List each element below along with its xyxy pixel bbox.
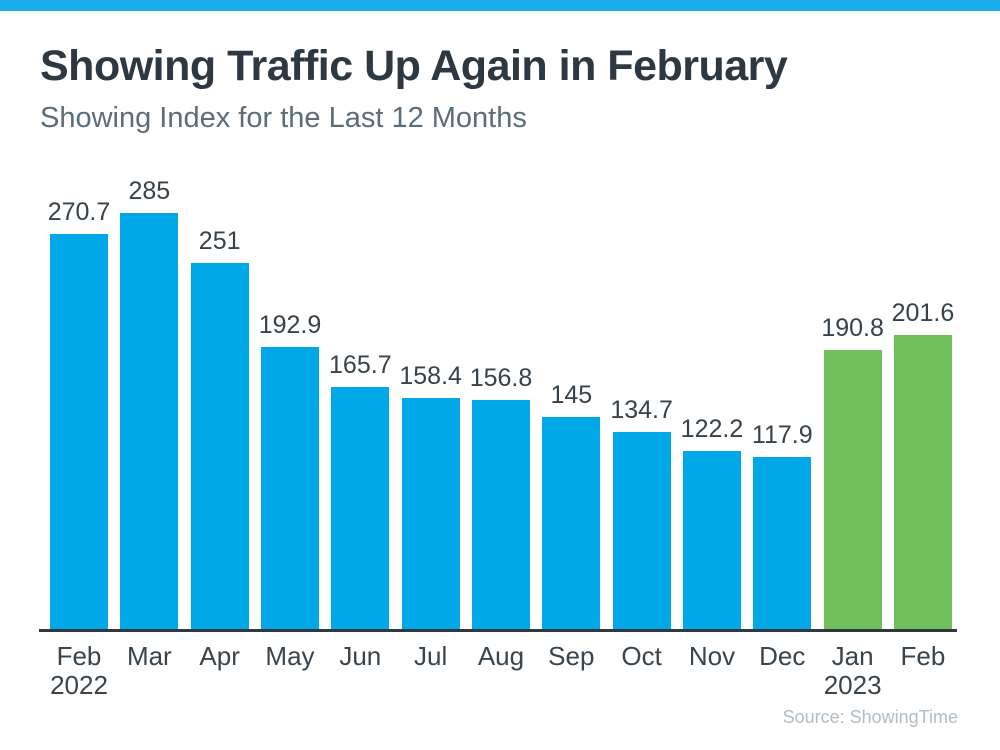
bar [120, 213, 179, 629]
x-tick-label: Sep [548, 641, 595, 671]
bar-value-label: 117.9 [751, 421, 813, 449]
bar [823, 350, 882, 629]
x-axis-labels: Feb 2022 Mar Apr May Jun Jul Aug Sep Oct Nov Dec Ja… [50, 642, 952, 700]
bar-column: 134.7 [610, 396, 673, 629]
bar-column: 190.8 [821, 314, 884, 629]
bar [682, 451, 741, 629]
bar-value-label: 158.4 [399, 362, 462, 390]
x-tick-label: Jan 2023 [823, 641, 882, 700]
accent-stripe [0, 0, 1000, 11]
bar-value-label: 165.7 [329, 351, 392, 379]
x-tick-label: Dec [759, 641, 806, 671]
bar [331, 387, 390, 629]
x-tick-label: Feb 2022 [50, 641, 108, 700]
bar-column: 145 [542, 381, 601, 629]
bar-value-label: 190.8 [821, 314, 884, 342]
bar-value-label: 285 [128, 177, 171, 205]
x-tick-label: Nov [688, 641, 736, 671]
bars-area: 270.7 285 251 192.9 165.7 158.4 156.8 145 134.7 1… [47, 160, 955, 629]
bar [542, 417, 601, 629]
bar-column: 122.2 [680, 415, 744, 629]
bar-column: 201.6 [891, 299, 955, 629]
x-tick-label: Jul [414, 641, 448, 671]
bar-column: 117.9 [751, 421, 813, 629]
x-axis-line [39, 629, 957, 632]
bar-column: 165.7 [329, 351, 392, 629]
bar-value-label: 251 [198, 227, 241, 255]
bar-column: 192.9 [258, 311, 322, 629]
bar-column: 270.7 [47, 198, 111, 629]
bar [190, 263, 249, 629]
x-tick-label: Mar [126, 641, 172, 671]
bar-column: 158.4 [399, 362, 462, 629]
source-attribution: Source: ShowingTime [782, 707, 958, 727]
chart-subtitle: Showing Index for the Last 12 Months [40, 102, 527, 134]
x-tick-label: Apr [199, 641, 240, 671]
bar-value-label: 122.2 [680, 415, 744, 443]
bar-value-label: 134.7 [610, 396, 673, 424]
x-tick-label: Jun [339, 641, 382, 671]
bar-value-label: 270.7 [47, 198, 111, 226]
bar [612, 432, 671, 629]
x-tick-label: Aug [477, 641, 525, 671]
bar [471, 400, 530, 629]
bar-value-label: 201.6 [891, 299, 955, 327]
bar-column: 251 [190, 227, 249, 629]
bar-value-label: 192.9 [258, 311, 322, 339]
x-tick-label: Oct [621, 641, 662, 671]
x-tick-label: May [265, 641, 315, 671]
bar-value-label: 156.8 [469, 364, 533, 392]
bar [260, 347, 319, 629]
chart-title: Showing Traffic Up Again in February [40, 42, 788, 90]
bar-column: 285 [120, 177, 179, 629]
bar [50, 234, 108, 629]
bar [893, 335, 952, 629]
bar [753, 457, 812, 629]
bar [401, 398, 460, 629]
bar-value-label: 145 [550, 381, 593, 409]
x-tick-label: Feb [900, 641, 946, 671]
bar-chart: 270.7 285 251 192.9 165.7 158.4 156.8 145 134.7 1… [47, 160, 955, 629]
bar-column: 156.8 [469, 364, 533, 629]
